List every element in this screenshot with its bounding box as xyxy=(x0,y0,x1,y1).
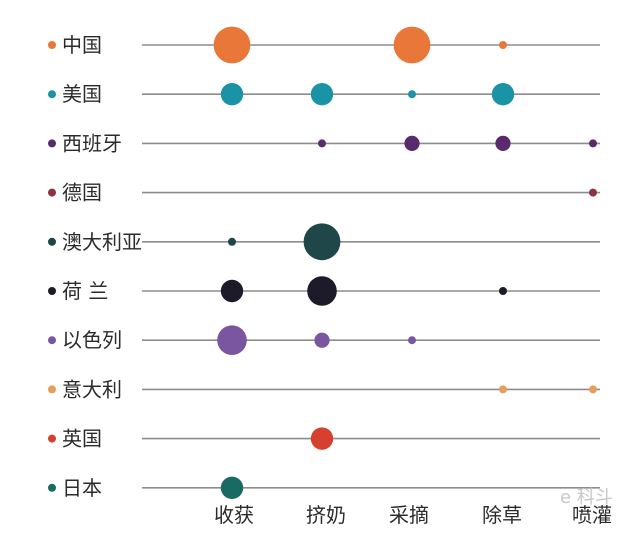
data-point xyxy=(310,83,334,106)
legend-marker xyxy=(48,385,56,394)
data-point xyxy=(314,332,330,348)
data-point xyxy=(495,135,511,151)
data-point xyxy=(499,385,507,394)
legend-marker xyxy=(48,237,56,246)
column-label: 喷灌 xyxy=(572,503,612,527)
data-point xyxy=(303,223,341,261)
data-point xyxy=(318,139,326,148)
data-point xyxy=(408,90,416,99)
legend-marker xyxy=(48,483,56,492)
row-label: 西班牙 xyxy=(62,131,122,155)
row-label: 以色列 xyxy=(62,328,122,352)
legend-marker xyxy=(48,139,56,148)
watermark-text: e 科斗 xyxy=(560,487,613,508)
row-label: 日本 xyxy=(62,476,102,500)
row-label: 荷 兰 xyxy=(62,279,108,303)
row-label: 美国 xyxy=(62,82,102,106)
legend-marker xyxy=(48,41,56,49)
data-point xyxy=(310,427,334,450)
data-point xyxy=(228,237,236,246)
data-point xyxy=(393,26,431,64)
data-point xyxy=(589,139,597,148)
data-point xyxy=(491,83,515,106)
data-point xyxy=(220,476,244,499)
data-point xyxy=(217,325,247,356)
data-point xyxy=(408,336,416,345)
legend-marker xyxy=(48,287,56,295)
column-label: 收获 xyxy=(214,503,254,527)
data-point xyxy=(213,26,251,64)
data-point xyxy=(220,279,244,303)
data-point xyxy=(589,385,597,394)
row-label: 意大利 xyxy=(62,377,122,401)
data-point xyxy=(589,188,597,197)
data-point xyxy=(499,287,507,295)
data-point xyxy=(499,41,507,49)
data-point xyxy=(307,276,337,306)
column-label: 采摘 xyxy=(389,503,429,527)
legend-marker xyxy=(48,336,56,345)
column-label: 除草 xyxy=(482,503,522,527)
legend-marker xyxy=(48,90,56,99)
data-point xyxy=(220,83,244,106)
legend-marker xyxy=(48,434,56,443)
data-point xyxy=(404,135,420,151)
column-label: 挤奶 xyxy=(306,503,346,527)
row-label: 英国 xyxy=(62,427,102,451)
row-label: 中国 xyxy=(62,33,102,57)
row-label: 澳大利亚 xyxy=(62,230,142,254)
legend-marker xyxy=(48,188,56,197)
row-label: 德国 xyxy=(62,181,102,205)
